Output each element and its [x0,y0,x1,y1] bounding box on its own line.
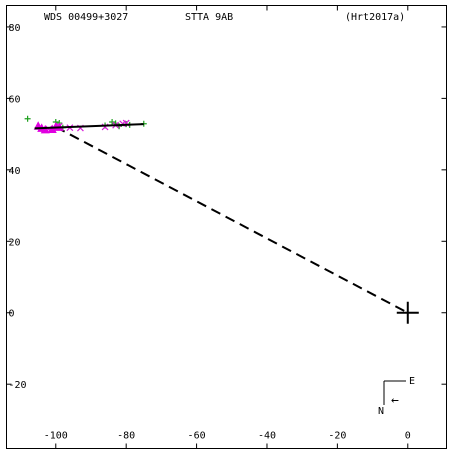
data-point-plus [109,118,116,125]
data-point-triangle [40,124,50,134]
observation-points [24,115,147,134]
plot-frame [6,5,447,449]
y-tick-label: 40 [9,166,21,177]
compass-arrow-icon: ← [391,393,399,408]
header-right: (Hrt2017a) [345,12,405,23]
header-left: WDS 00499+3027 [44,12,128,23]
axis-ticks: -100 -80 -60 -40 -20 0 -20 0 20 40 60 80 [6,5,447,449]
x-tick-label: 0 [405,431,411,442]
data-point-plus [24,115,31,122]
compass-north-label: N [378,406,384,417]
orbit-layer [55,126,419,324]
y-tick-label: -20 [9,380,27,391]
x-tick-label: -40 [258,431,276,442]
compass: E N ← [378,376,415,417]
separation-dashed-line [55,126,409,314]
compass-east-label: E [409,376,415,387]
x-tick-label: -20 [328,431,346,442]
orbit-track-line [34,123,144,130]
x-tick-label: -60 [188,431,206,442]
x-tick-label: -80 [117,431,135,442]
x-tick-label: -100 [44,431,68,442]
y-tick-label: 60 [9,94,21,105]
y-tick-label: 80 [9,23,21,34]
y-tick-label: 20 [9,237,21,248]
header-center: STTA 9AB [185,12,233,23]
y-tick-label: 0 [9,309,15,320]
